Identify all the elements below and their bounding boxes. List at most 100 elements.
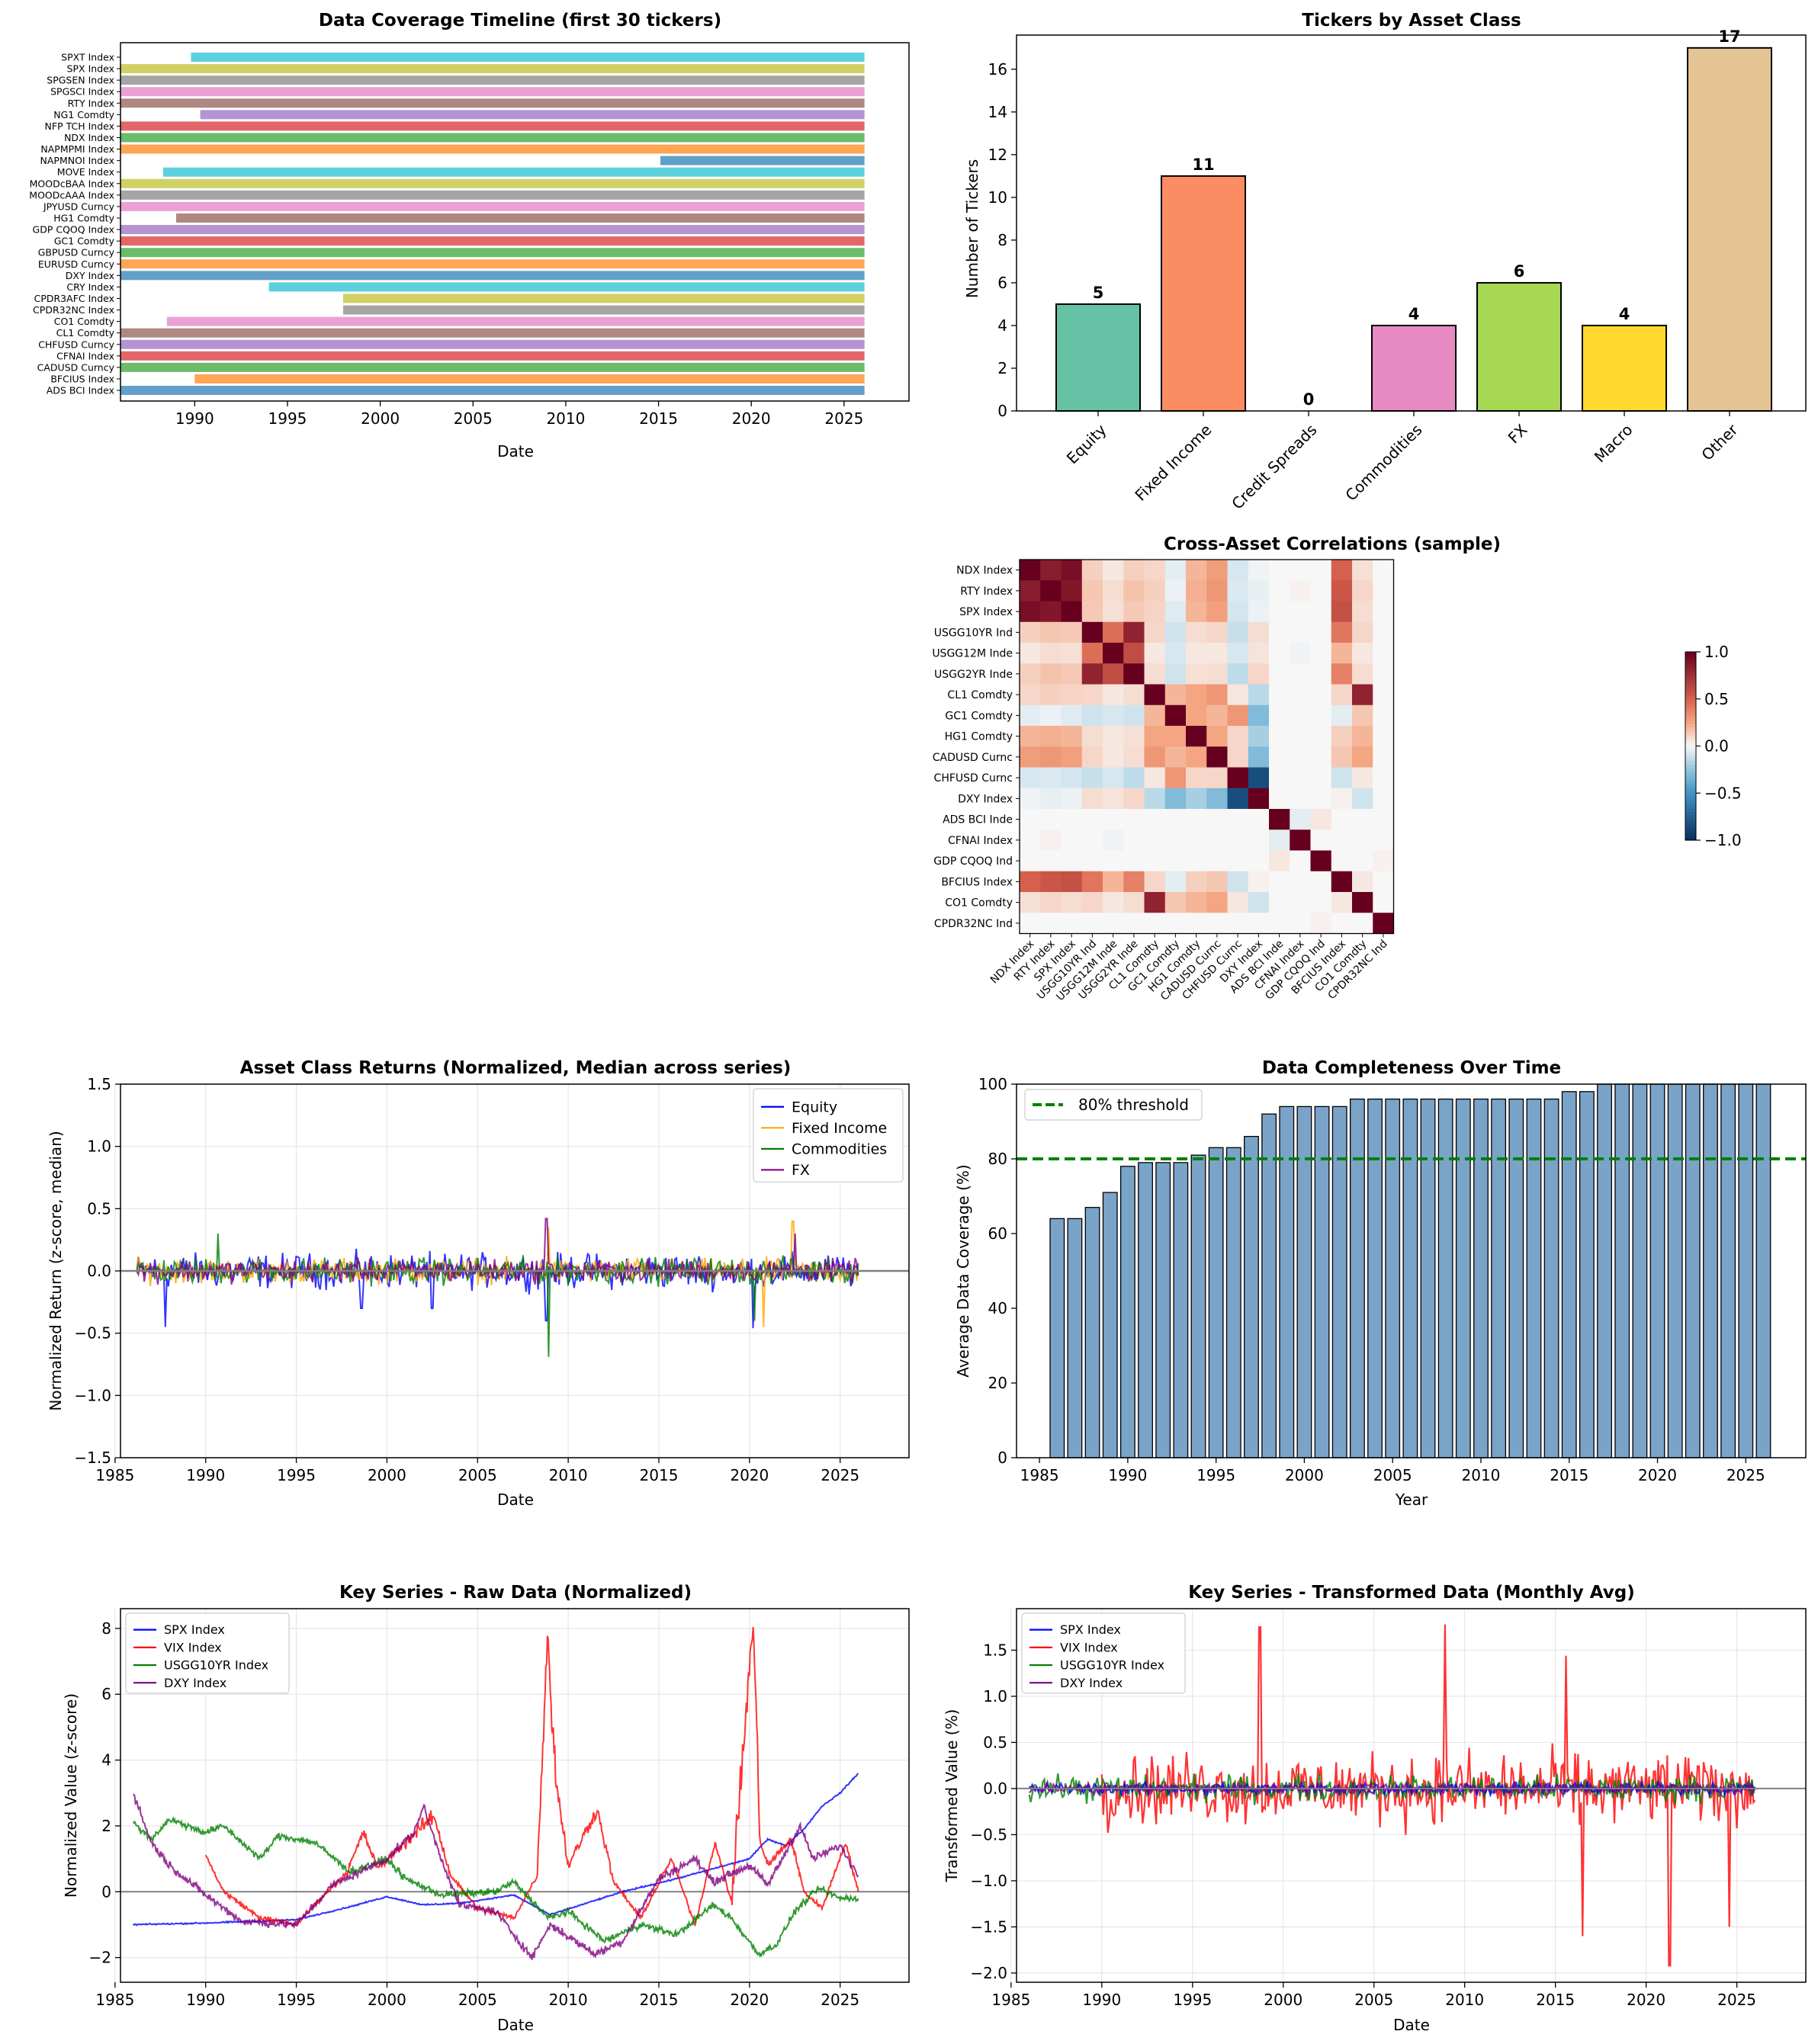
raw-legend-label: DXY Index [164,1676,226,1690]
heatmap-cell [1206,704,1228,727]
heatmap-cell [1269,871,1290,893]
heatmap-cell [1373,601,1394,623]
heatmap-cell [1103,643,1124,664]
completeness-bar [1138,1162,1153,1458]
heatmap-cell [1352,580,1373,602]
colorbar-tick-label: −1.0 [1704,831,1742,849]
heatmap-row-label: USGG10YR Ind [934,627,1013,639]
completeness-bar [1049,1218,1065,1458]
heatmap-cell [1227,726,1249,747]
heatmap-cell [1186,643,1207,664]
heatmap-cell [1040,704,1062,727]
heatmap-cell [1040,788,1062,810]
colorbar-segment [1685,717,1696,722]
heatmap-cell [1040,829,1062,851]
heatmap-cell [1164,892,1187,913]
completeness-bar [1173,1162,1189,1458]
heatmap-cell [1227,913,1249,934]
heatmap-cell [1206,746,1228,768]
timeline-bar [175,213,865,223]
transformed-xtick-label: 1990 [1082,1991,1121,2009]
heatmap-cell [1081,850,1103,872]
asset-class-xtick-label: Commodities [1341,421,1425,505]
timeline-ytick-label: CPDR3AFC Index [34,293,114,304]
asset-class-value-label: 6 [1514,262,1525,281]
timeline-xtick-label: 2010 [546,409,585,428]
timeline-xtick-label: 2015 [639,409,678,428]
timeline-bar [120,386,865,396]
heatmap-cell [1352,892,1373,913]
heatmap-cell [1248,704,1270,727]
heatmap-cell [1206,871,1228,893]
heatmap-row-label: CO1 Comdty [945,897,1013,910]
timeline-bar [120,248,865,258]
timeline-ytick-label: ADS BCI Index [47,385,114,396]
heatmap-cell [1061,850,1083,872]
timeline-xtick-label: 2005 [454,409,493,428]
timeline-bar [268,282,865,292]
asset-class-ytick-label: 12 [988,146,1007,164]
completeness-bar [1579,1091,1595,1458]
completeness-bar [1190,1154,1206,1458]
heatmap-cell [1081,580,1103,602]
heatmap-cell [1164,746,1187,768]
colorbar-segment [1685,780,1696,785]
completeness-bar [1614,1083,1630,1458]
heatmap-cell [1040,643,1062,664]
completeness-bar [1649,1083,1665,1458]
timeline-bar [120,121,865,131]
timeline-bar [166,316,865,326]
heatmap-cell [1164,913,1187,934]
heatmap-cell [1227,663,1249,685]
heatmap-cell [1352,788,1373,810]
heatmap-cell [1040,850,1062,872]
transformed-xtick-label: 1985 [991,1991,1030,2009]
heatmap-cell [1373,767,1394,789]
heatmap-cell [1352,601,1373,623]
heatmap-cell [1020,704,1041,727]
heatmap-cell [1020,560,1041,581]
completeness-ytick-label: 20 [988,1374,1007,1392]
heatmap-cell [1227,621,1249,643]
heatmap-cell [1331,560,1353,581]
heatmap-cell [1227,767,1249,789]
colorbar-tick-label: 0.0 [1704,737,1729,756]
heatmap-cell [1123,788,1145,810]
timeline-xtick-label: 2025 [824,409,863,428]
colorbar-segment [1685,836,1696,841]
heatmap-cell [1248,560,1270,581]
heatmap-cell [1186,746,1207,768]
completeness-bar [1720,1083,1736,1458]
heatmap-cell [1123,580,1145,602]
returns-xtick-label: 1990 [186,1466,225,1484]
colorbar-segment [1685,658,1696,662]
heatmap-cell [1103,601,1124,623]
heatmap-cell [1331,643,1353,664]
timeline-ytick-label: GDP CQOQ Index [33,224,114,236]
colorbar-segment [1685,811,1696,816]
heatmap-cell [1123,601,1145,623]
completeness-bar [1385,1098,1401,1458]
returns-ytick-label: 1.0 [87,1138,111,1156]
heatmap-cell [1020,829,1041,851]
heatmap-cell [1081,809,1103,830]
heatmap-cell [1373,726,1394,747]
heatmap-cell [1206,580,1228,602]
heatmap-cell [1144,663,1166,685]
completeness-bar [1455,1098,1471,1458]
heatmap-cell [1269,746,1290,768]
completeness-bar [1703,1083,1718,1458]
colorbar-segment [1685,815,1696,819]
heatmap-cell [1310,643,1332,664]
heatmap-cell [1206,892,1228,913]
raw-ytick-label: 0 [101,1882,111,1901]
asset-class-value-label: 0 [1303,390,1315,409]
colorbar-segment [1685,799,1696,804]
completeness-xtick-label: 1990 [1108,1466,1147,1484]
heatmap-cell [1310,580,1332,602]
returns-xtick-label: 1995 [277,1466,316,1484]
timeline-bar [120,351,865,361]
colorbar-segment [1685,765,1696,769]
raw-series-chart: Key Series - Raw Data (Normalized) Date … [62,1583,910,2034]
heatmap-cell [1164,621,1187,643]
